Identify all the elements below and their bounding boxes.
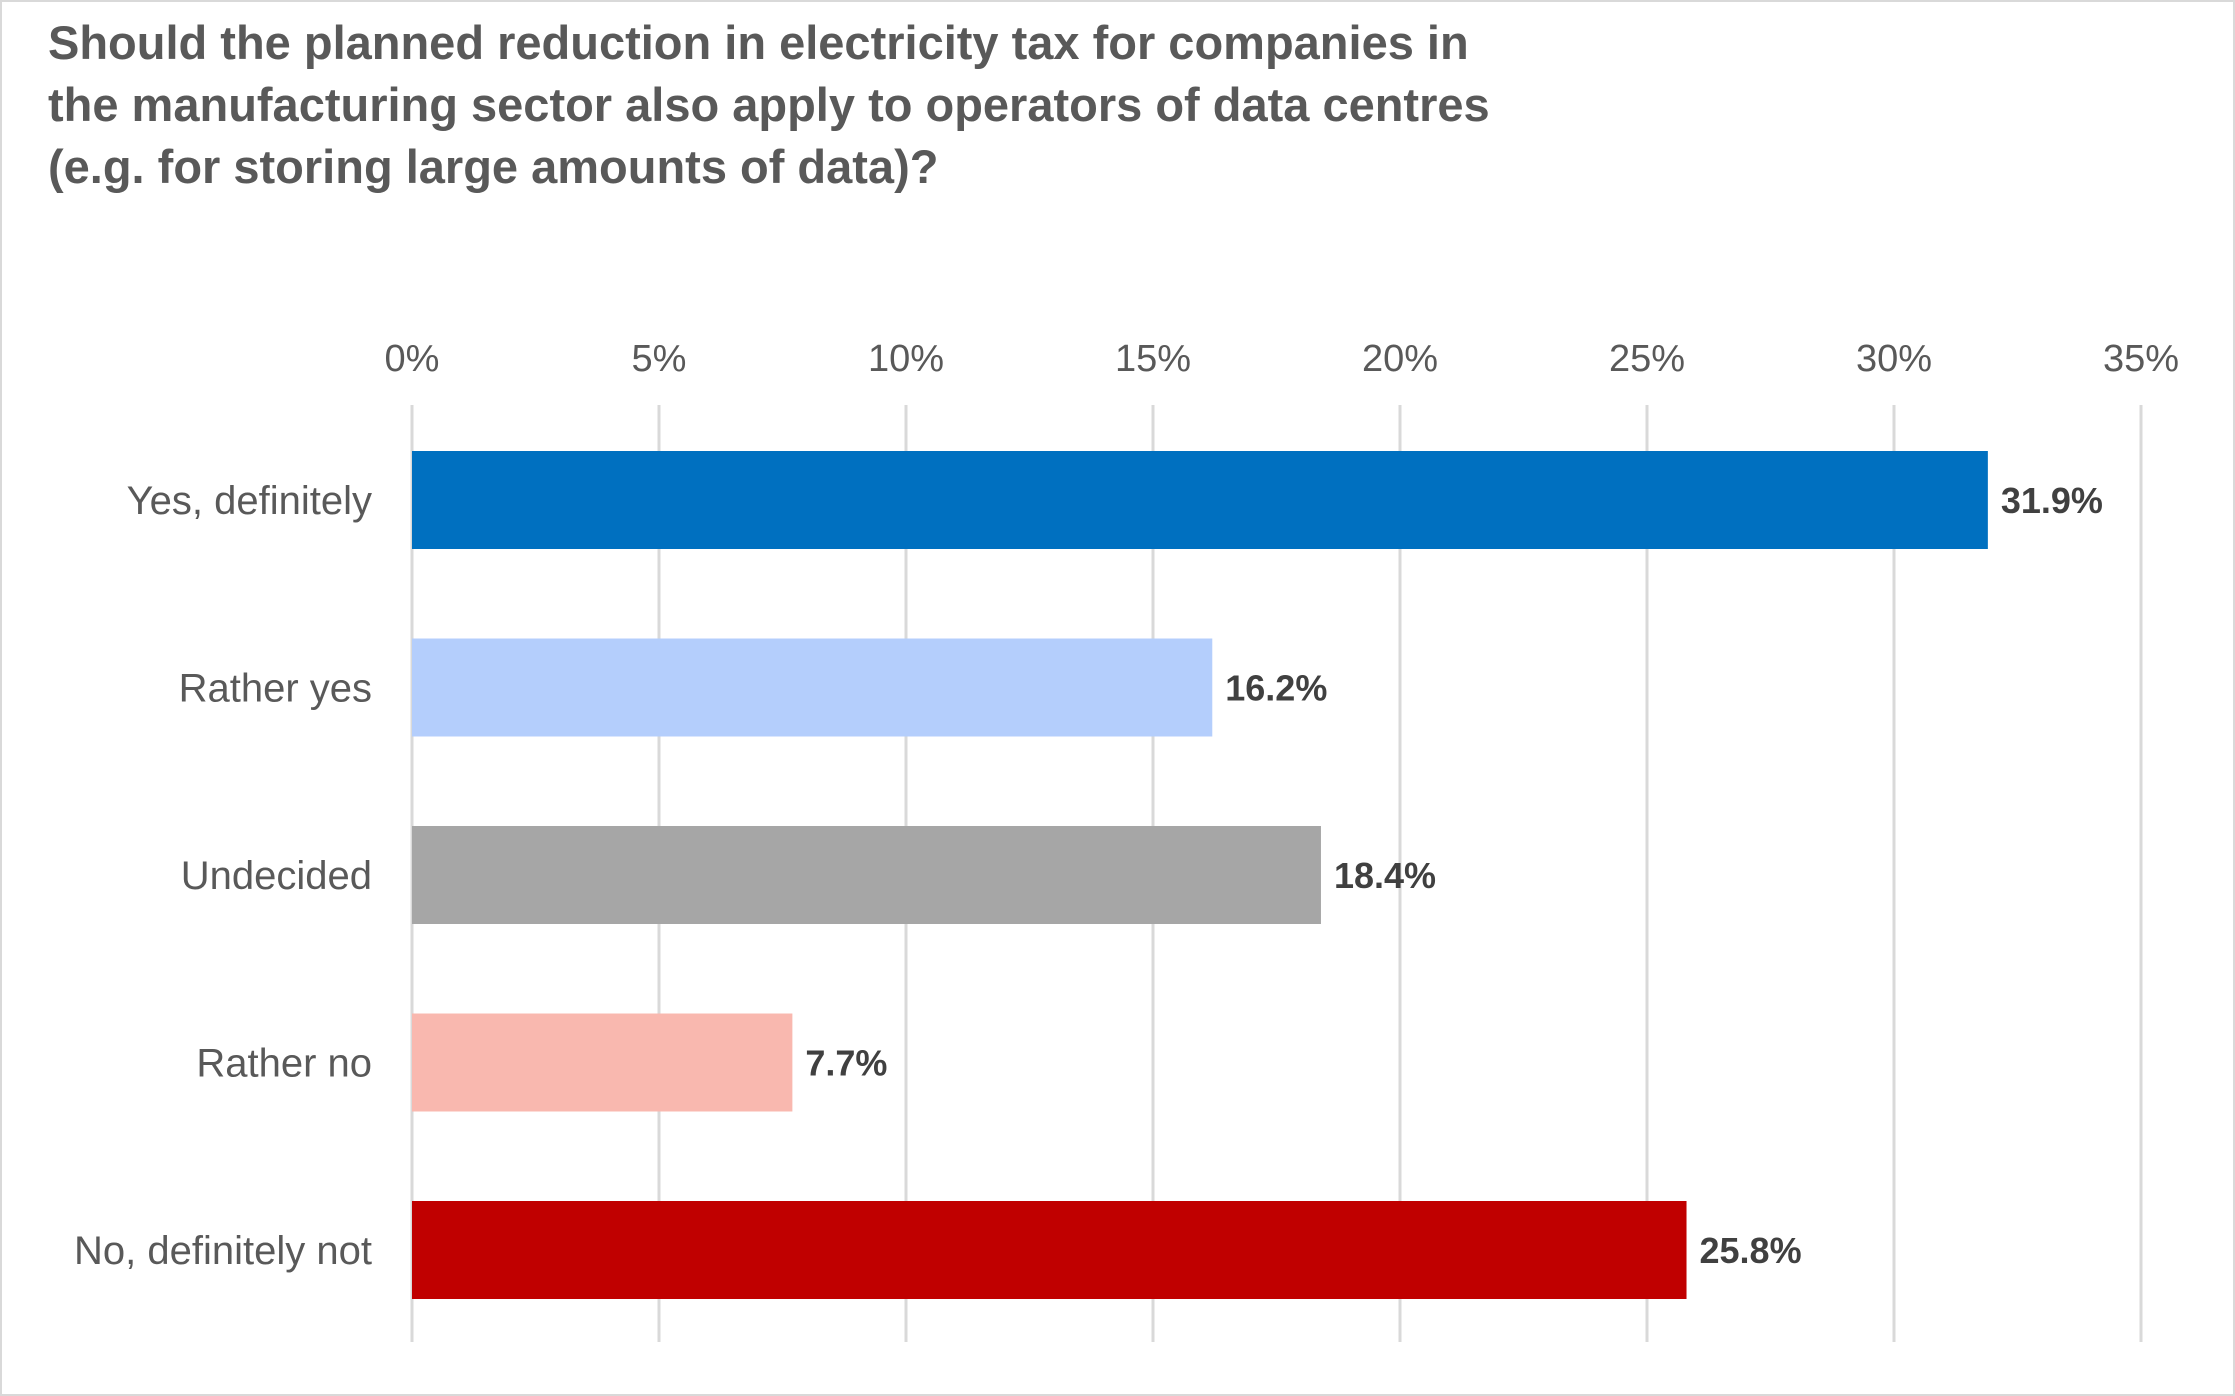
chart-title: Should the planned reduction in electric… (48, 12, 1848, 198)
x-tick-label: 30% (1856, 338, 1932, 380)
data-label: 7.7% (805, 1043, 887, 1084)
x-tick-label: 5% (632, 338, 687, 380)
bar (412, 638, 1213, 737)
x-tick-label: 25% (1609, 338, 1685, 380)
x-axis-ticks: 0% 5% 10% 15% 20% 25% 30% 35% (385, 338, 2179, 380)
bar (412, 826, 1321, 924)
category-labels: Yes, definitely Rather yes Undecided Rather… (74, 479, 372, 1273)
category-label: No, definitely not (74, 1229, 372, 1273)
data-label: 16.2% (1225, 668, 1327, 709)
data-label: 18.4% (1334, 855, 1436, 896)
bar (412, 1013, 793, 1112)
chart-title-line: Should the planned reduction in electric… (48, 16, 1469, 69)
category-label: Rather no (196, 1042, 372, 1086)
category-label: Rather yes (179, 667, 372, 711)
bars (412, 451, 1988, 1299)
bar (412, 451, 1988, 549)
chart-title-line: (e.g. for storing large amounts of data)… (48, 140, 939, 193)
x-tick-label: 20% (1362, 338, 1438, 380)
x-tick-label: 15% (1115, 338, 1191, 380)
data-labels: 31.9% 16.2% 18.4% 7.7% 25.8% (805, 480, 2103, 1271)
category-label: Undecided (181, 854, 372, 898)
x-tick-label: 0% (385, 338, 440, 380)
data-label: 25.8% (1700, 1230, 1802, 1271)
chart-title-line: the manufacturing sector also apply to o… (48, 78, 1490, 131)
bar (412, 1201, 1687, 1299)
data-label: 31.9% (2001, 480, 2103, 521)
category-label: Yes, definitely (127, 479, 372, 523)
x-tick-label: 10% (868, 338, 944, 380)
x-tick-label: 35% (2103, 338, 2179, 380)
